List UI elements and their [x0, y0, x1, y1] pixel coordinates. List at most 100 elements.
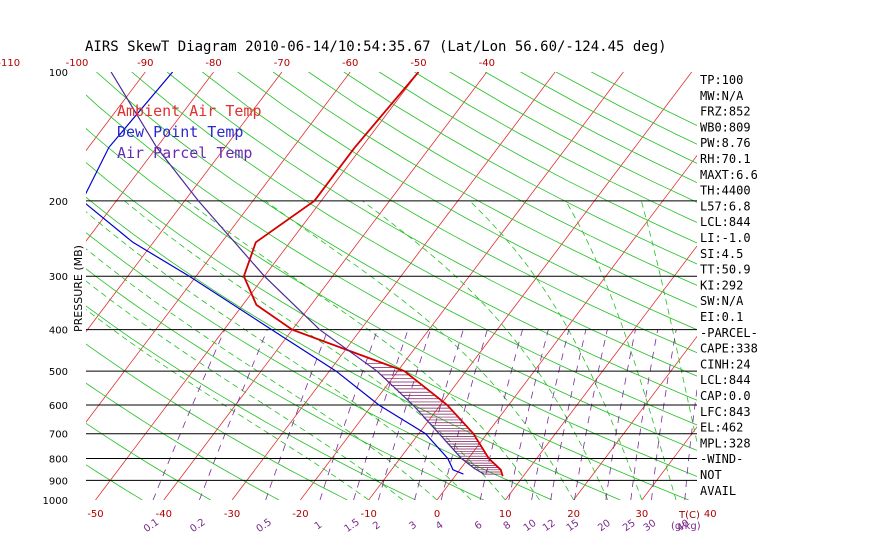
isotherm-line [504, 245, 697, 500]
pressure-tick-label: 300 [49, 272, 68, 283]
x-axis-label: T(C) [678, 510, 700, 521]
top-tick-label: -80 [205, 58, 221, 69]
stat-item: SI:4.5 [700, 247, 743, 261]
stat-item: CAPE:338 [700, 342, 758, 356]
mixing-ratio-tick-label: 8 [502, 520, 514, 533]
dry-adiabat-line [86, 305, 416, 500]
dry-adiabat-line [86, 162, 689, 500]
moist-adiabat-line [362, 200, 609, 500]
dry-adiabat-line [378, 72, 697, 244]
dry-adiabat-line [343, 72, 697, 265]
stat-item: AVAIL [700, 484, 736, 498]
stat-item: -PARCEL- [700, 326, 758, 340]
isotherm-line [86, 72, 214, 242]
top-tick-label: -70 [274, 58, 290, 69]
stat-item: EL:462 [700, 421, 743, 435]
bottom-tick-label: -10 [361, 509, 377, 520]
series-line-3 [110, 72, 485, 475]
stat-item: EI:0.1 [700, 310, 743, 324]
series-line-1 [242, 72, 504, 477]
isotherm-line [573, 335, 697, 500]
bottom-temperature-axis: -50 -40 -30 -20 -10 0 10 20 30 40 [87, 509, 716, 520]
stat-item: TT:50.9 [700, 263, 751, 277]
dry-adiabat-lines [86, 72, 697, 500]
mixing-ratio-tick-label: 6 [473, 520, 485, 533]
pressure-tick-label: 800 [49, 455, 68, 466]
mixing-ratio-tick-label: 2 [371, 520, 383, 533]
dry-adiabat-line [86, 382, 280, 500]
top-tick-label: -90 [137, 58, 153, 69]
pressure-tick-label: 200 [49, 197, 68, 208]
dry-adiabat-line [237, 72, 697, 331]
dry-adiabat-line [86, 94, 697, 451]
stat-item: TP:100 [700, 73, 743, 87]
top-temperature-axis: -120-110-100-90-80-70-60-50-40 [0, 58, 495, 69]
dry-adiabat-line [86, 343, 348, 500]
stat-item: LI:-1.0 [700, 231, 751, 245]
mixing-ratio-tick-label: 1 [313, 520, 325, 533]
sounding-series [86, 72, 504, 477]
dry-adiabat-line [96, 72, 697, 426]
pressure-tick-label: 1000 [43, 496, 68, 507]
top-tick-label: -110 [0, 58, 20, 69]
legend-item: Dew Point Temp [117, 123, 243, 141]
legend: Ambient Air Temp Dew Point Temp Air Parcel… [117, 102, 262, 162]
stat-item: LCL:844 [700, 373, 751, 387]
isotherm-line [86, 72, 146, 152]
pressure-axis: 100 200 300 400 500 600 700 800 900 1000 [43, 68, 68, 507]
stat-item: WB0:809 [700, 120, 751, 134]
pressure-tick-label: 400 [49, 326, 68, 337]
mixing-ratio-axis-label: (g/kg) [671, 521, 701, 532]
stat-item: CINH:24 [700, 357, 751, 371]
stat-item: LFC:843 [700, 405, 751, 419]
bottom-tick-label: 40 [704, 509, 717, 520]
bottom-tick-label: -40 [156, 509, 172, 520]
series-line-2 [86, 72, 464, 475]
pressure-tick-label: 900 [49, 476, 68, 487]
dry-adiabat-line [202, 72, 697, 354]
stat-item: MAXT:6.6 [700, 168, 758, 182]
pressure-tick-label: 100 [49, 68, 68, 79]
moist-adiabat-line [565, 200, 677, 500]
bottom-tick-label: 30 [636, 509, 649, 520]
mixing-ratio-tick-label: 4 [434, 520, 446, 533]
dry-adiabat-line [86, 464, 143, 500]
isotherm-line [231, 72, 556, 500]
isotherm-line [368, 72, 693, 500]
isobar-lines [86, 200, 697, 481]
pressure-tick-label: 600 [49, 401, 68, 412]
isotherm-line [86, 72, 283, 333]
top-tick-label: -60 [342, 58, 358, 69]
stat-item: MW:N/A [700, 89, 744, 103]
stat-item: -WIND- [700, 452, 743, 466]
stat-item: L57:6.8 [700, 199, 751, 213]
dry-adiabat-line [131, 72, 697, 401]
dry-adiabat-line [166, 72, 697, 377]
plot-area [86, 72, 697, 500]
instability-hatch [365, 363, 503, 475]
bottom-tick-label: -50 [87, 509, 103, 520]
stat-item: MPL:328 [700, 436, 751, 450]
stat-item: NOT [700, 468, 722, 482]
bottom-tick-label: -20 [292, 509, 308, 520]
stat-item: FRZ:852 [700, 105, 751, 119]
dry-adiabat-line [86, 268, 484, 500]
top-tick-label: -40 [479, 58, 495, 69]
moist-adiabat-line [86, 248, 438, 500]
moist-adiabat-line [86, 280, 404, 500]
stat-item: CAP:0.0 [700, 389, 751, 403]
bottom-tick-label: 20 [567, 509, 580, 520]
stat-item: RH:70.1 [700, 152, 751, 166]
stat-item: LCL:844 [700, 215, 751, 229]
y-axis-label: PRESSURE (MB) [72, 245, 85, 332]
isotherm-line [86, 72, 351, 423]
stat-item: PW:8.76 [700, 136, 751, 150]
isotherm-lines [86, 72, 697, 500]
bottom-tick-label: -30 [224, 509, 240, 520]
bottom-tick-label: 10 [499, 509, 512, 520]
stat-item: SW:N/A [700, 294, 744, 308]
dry-adiabat-line [86, 196, 621, 500]
isotherm-line [300, 72, 624, 500]
